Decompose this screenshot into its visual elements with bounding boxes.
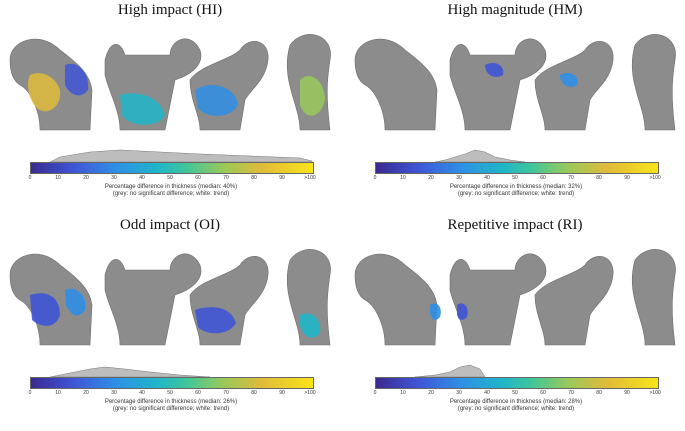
colorbar-area: 0 10 20 30 40 50 60 70 80 90 >100 Percen… — [28, 347, 316, 412]
tick: 50 — [167, 390, 173, 396]
colorbar-ticks: 0 10 20 30 40 50 60 70 80 90 >100 — [373, 390, 661, 398]
tick: 70 — [568, 175, 574, 181]
caption-note: (grey: no significant difference; white:… — [457, 406, 575, 412]
tick: 90 — [624, 175, 630, 181]
panel-title: Repetitive impact (RI) — [447, 217, 583, 233]
tick: 40 — [139, 175, 145, 181]
tick: 70 — [223, 390, 229, 396]
colorbar-area: 0 10 20 30 40 50 60 70 80 90 >100 Percen… — [373, 132, 661, 197]
tick: >100 — [649, 390, 661, 396]
caption: Percentage difference in thickness (medi… — [449, 184, 583, 190]
tick: 10 — [55, 390, 61, 396]
panel-high-impact: High impact (HI) 0 10 20 30 40 50 60 — [0, 0, 340, 215]
tick: 50 — [512, 390, 518, 396]
tick: 40 — [139, 390, 145, 396]
tick: 30 — [456, 175, 462, 181]
colorbar-ticks: 0 10 20 30 40 50 60 70 80 90 >100 — [28, 390, 316, 398]
tick: 0 — [28, 175, 32, 181]
tick: 10 — [400, 390, 406, 396]
colorbar — [30, 162, 314, 174]
panel-repetitive-impact: Repetitive impact (RI) 0 10 20 30 40 50 … — [345, 215, 685, 430]
tick: 10 — [400, 175, 406, 181]
caption: Percentage difference in thickness (medi… — [104, 184, 238, 190]
histogram — [414, 364, 486, 377]
tick: 70 — [223, 175, 229, 181]
tick: 90 — [279, 175, 285, 181]
tick: 90 — [279, 390, 285, 396]
femur-views — [9, 34, 331, 131]
tick: 40 — [484, 390, 490, 396]
tick: 20 — [428, 390, 434, 396]
tick: 40 — [484, 175, 490, 181]
tick: 30 — [111, 175, 117, 181]
femur-views — [354, 249, 676, 346]
caption: Percentage difference in thickness (medi… — [449, 399, 583, 405]
histogram — [49, 149, 313, 162]
tick: 60 — [540, 175, 546, 181]
colorbar-area: 0 10 20 30 40 50 60 70 80 90 >100 Percen… — [373, 347, 661, 412]
tick: 60 — [195, 175, 201, 181]
panel-high-magnitude: High magnitude (HM) 0 10 20 30 40 50 60 … — [345, 0, 685, 215]
panel-odd-impact: Odd impact (OI) 0 10 20 30 40 50 60 70 — [0, 215, 340, 430]
colorbar — [375, 162, 659, 174]
tick: 10 — [55, 175, 61, 181]
tick: >100 — [649, 175, 661, 181]
histogram — [434, 149, 526, 162]
colorbar — [30, 377, 314, 389]
tick: 60 — [195, 390, 201, 396]
colorbar-ticks: 0 10 20 30 40 50 60 70 80 90 >100 — [28, 175, 316, 183]
tick: 80 — [596, 175, 602, 181]
caption-note: (grey: no significant difference; white:… — [457, 191, 575, 197]
tick: 0 — [373, 175, 377, 181]
caption-note: (grey: no significant difference; white:… — [112, 191, 230, 197]
tick: 80 — [251, 390, 257, 396]
tick: 90 — [624, 390, 630, 396]
tick: 80 — [251, 175, 257, 181]
tick: >100 — [304, 175, 316, 181]
femur-views — [354, 34, 676, 131]
tick: 70 — [568, 390, 574, 396]
tick: >100 — [304, 390, 316, 396]
tick: 20 — [83, 175, 89, 181]
panel-title: High impact (HI) — [117, 2, 223, 18]
tick: 50 — [167, 175, 173, 181]
femur-views — [9, 249, 331, 346]
tick: 30 — [111, 390, 117, 396]
caption-note: (grey: no significant difference; white:… — [112, 406, 230, 412]
histogram — [49, 366, 211, 377]
panel-title: Odd impact (OI) — [120, 217, 220, 233]
colorbar — [375, 377, 659, 389]
panel-title: High magnitude (HM) — [447, 2, 583, 18]
tick: 0 — [28, 390, 32, 396]
tick: 0 — [373, 390, 377, 396]
caption: Percentage difference in thickness (medi… — [104, 399, 238, 405]
tick: 50 — [512, 175, 518, 181]
tick: 80 — [596, 390, 602, 396]
tick: 30 — [456, 390, 462, 396]
tick: 20 — [428, 175, 434, 181]
tick: 20 — [83, 390, 89, 396]
tick: 60 — [540, 390, 546, 396]
colorbar-ticks: 0 10 20 30 40 50 60 70 80 90 >100 — [373, 175, 661, 183]
colorbar-area: 0 10 20 30 40 50 60 70 80 90 >100 Percen… — [28, 132, 316, 197]
